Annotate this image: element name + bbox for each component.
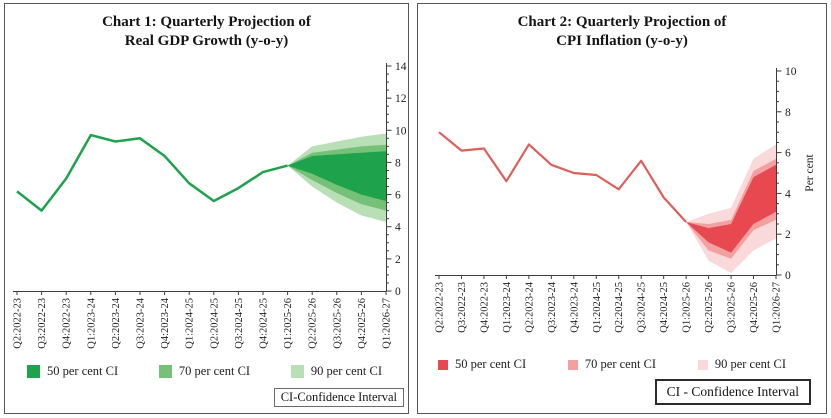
svg-text:10: 10 [395, 125, 407, 137]
svg-text:0: 0 [395, 286, 401, 298]
gdp-fan-bands [287, 133, 386, 222]
cpi-legend-swatch-icon [438, 359, 448, 370]
svg-text:Q2:2022-23: Q2:2022-23 [13, 298, 24, 349]
cpi-band-50-per-cent-ci [686, 164, 776, 253]
svg-text:Q4:2025-26: Q4:2025-26 [749, 282, 760, 333]
svg-text:6: 6 [785, 148, 791, 160]
svg-text:8: 8 [395, 157, 401, 169]
gdp-y-tick-labels: 0 2 4 6 8 10 12 14 [395, 61, 407, 298]
gdp-chart-panel: 0 2 4 6 8 10 12 14 Q2:2022-23 Q3:2022-23 Q4:2022-2… [4, 3, 409, 414]
gdp-x-tick-labels: Q2:2022-23 Q3:2022-23 Q4:2022-23 Q1:2023-24… [13, 297, 393, 348]
svg-text:Q2:2022-23: Q2:2022-23 [435, 282, 446, 333]
svg-text:4: 4 [395, 222, 401, 234]
gdp-legend-swatch-icon [290, 365, 304, 378]
gdp-legend-item-70-ci: 70 per cent CI [158, 364, 251, 379]
svg-text:Q2:2023-24: Q2:2023-24 [524, 281, 535, 332]
cpi-chart-title-line2: CPI Inflation (y-o-y) [556, 33, 688, 49]
cpi-chart-title-line1: Chart 2: Quarterly Projection of [517, 14, 727, 30]
gdp-legend-label: 90 per cent CI [310, 364, 382, 378]
cpi-legend-swatch-icon [697, 359, 708, 370]
cpi-legend-item-70-ci: 70 per cent CI [567, 357, 657, 372]
gdp-legend-item-90-ci: 90 per cent CI [290, 364, 382, 379]
svg-text:Q3:2024-25: Q3:2024-25 [637, 282, 648, 333]
svg-text:Q1:2023-24: Q1:2023-24 [502, 281, 513, 332]
cpi-axes [435, 68, 782, 279]
svg-text:12: 12 [395, 93, 407, 105]
svg-text:Q3:2022-23: Q3:2022-23 [37, 298, 48, 349]
cpi-history-line [438, 131, 687, 223]
svg-text:Q4:2024-25: Q4:2024-25 [259, 298, 270, 349]
svg-text:8: 8 [785, 107, 791, 119]
gdp-legend-label: 50 per cent CI [47, 364, 119, 378]
svg-text:Q1:2026-27: Q1:2026-27 [382, 298, 393, 349]
gdp-legend-item-50-ci: 50 per cent CI [27, 364, 118, 379]
svg-text:Q4:2023-24: Q4:2023-24 [569, 281, 580, 332]
cpi-legend-label: 70 per cent CI [584, 357, 657, 371]
cpi-legend-label: 90 per cent CI [714, 357, 786, 371]
svg-text:14: 14 [395, 61, 407, 73]
svg-text:4: 4 [785, 188, 791, 200]
svg-text:Q1:2024-25: Q1:2024-25 [185, 298, 196, 349]
svg-text:Q4:2023-24: Q4:2023-24 [160, 297, 171, 348]
svg-text:Q4:2022-23: Q4:2022-23 [62, 298, 73, 349]
gdp-ci-note-box: CI-Confidence Interval [273, 388, 404, 407]
svg-text:10: 10 [785, 66, 797, 78]
svg-text:Q3:2025-26: Q3:2025-26 [332, 298, 343, 349]
svg-text:Q2:2023-24: Q2:2023-24 [111, 297, 122, 348]
svg-text:Q3:2022-23: Q3:2022-23 [457, 282, 468, 333]
gdp-legend-swatch-icon [27, 365, 40, 378]
cpi-legend-item-90-ci: 90 per cent CI [697, 357, 786, 372]
svg-text:Q3:2025-26: Q3:2025-26 [727, 282, 738, 333]
svg-text:Q1:2026-27: Q1:2026-27 [772, 282, 783, 333]
cpi-chart-panel: 0 2 4 6 8 10 Q2:2022-23 Q3:2022-23 Q4:2022-23 Q1:… [417, 3, 827, 414]
svg-text:6: 6 [395, 190, 401, 202]
svg-text:Q4:2024-25: Q4:2024-25 [659, 282, 670, 333]
svg-text:Q3:2023-24: Q3:2023-24 [136, 297, 147, 348]
svg-text:Q1:2025-26: Q1:2025-26 [682, 282, 693, 333]
svg-text:2: 2 [395, 254, 401, 266]
cpi-fan-chart: 0 2 4 6 8 10 Q2:2022-23 Q3:2022-23 Q4:2022-23 Q1:… [435, 66, 817, 333]
gdp-legend-swatch-icon [158, 365, 172, 378]
cpi-ci-note-box: CI - Confidence Interval [654, 379, 811, 405]
svg-text:Q3:2023-24: Q3:2023-24 [547, 281, 558, 332]
cpi-legend-label: 50 per cent CI [455, 357, 527, 371]
svg-text:Q4:2025-26: Q4:2025-26 [357, 298, 368, 349]
gdp-legend: 50 per cent CI 70 per cent CI 90 per cent … [5, 364, 408, 379]
svg-text:Q4:2022-23: Q4:2022-23 [479, 282, 490, 333]
gdp-band-50-per-cent-ci [287, 151, 386, 201]
cpi-legend: 50 per cent CI 70 per cent CI 90 per cent … [418, 357, 826, 372]
gdp-fan-chart: 0 2 4 6 8 10 12 14 Q2:2022-23 Q3:2022-23 Q4:2022-2… [13, 61, 407, 349]
svg-text:Q2:2025-26: Q2:2025-26 [308, 298, 319, 349]
cpi-legend-swatch-icon [567, 359, 578, 370]
gdp-chart-title: Chart 1: Quarterly Projection of Real GD… [5, 13, 408, 51]
cpi-fan-bands [686, 144, 776, 273]
svg-text:Q3:2024-25: Q3:2024-25 [234, 298, 245, 349]
gdp-legend-label: 70 per cent CI [178, 364, 251, 378]
cpi-chart-title: Chart 2: Quarterly Projection of CPI Inf… [418, 13, 826, 51]
svg-text:Q2:2024-25: Q2:2024-25 [614, 282, 625, 333]
cpi-y-tick-labels: 0 2 4 6 8 10 [785, 66, 797, 282]
gdp-chart-title-line1: Chart 1: Quarterly Projection of [102, 14, 311, 30]
cpi-legend-item-50-ci: 50 per cent CI [438, 357, 526, 372]
gdp-history-line [16, 133, 288, 212]
gdp-axes [13, 63, 392, 295]
svg-text:Q1:2023-24: Q1:2023-24 [86, 297, 97, 348]
svg-text:0: 0 [785, 270, 791, 282]
svg-text:2: 2 [785, 229, 791, 241]
svg-text:Q2:2025-26: Q2:2025-26 [704, 282, 715, 333]
svg-text:Q1:2025-26: Q1:2025-26 [283, 298, 294, 349]
gdp-chart-title-line2: Real GDP Growth (y-o-y) [124, 33, 289, 49]
svg-text:Q1:2024-25: Q1:2024-25 [592, 282, 603, 333]
svg-text:Q2:2024-25: Q2:2024-25 [209, 298, 220, 349]
cpi-x-tick-labels: Q2:2022-23 Q3:2022-23 Q4:2022-23 Q1:2023-24… [435, 281, 783, 332]
cpi-y-axis-label: Per cent [804, 154, 816, 192]
